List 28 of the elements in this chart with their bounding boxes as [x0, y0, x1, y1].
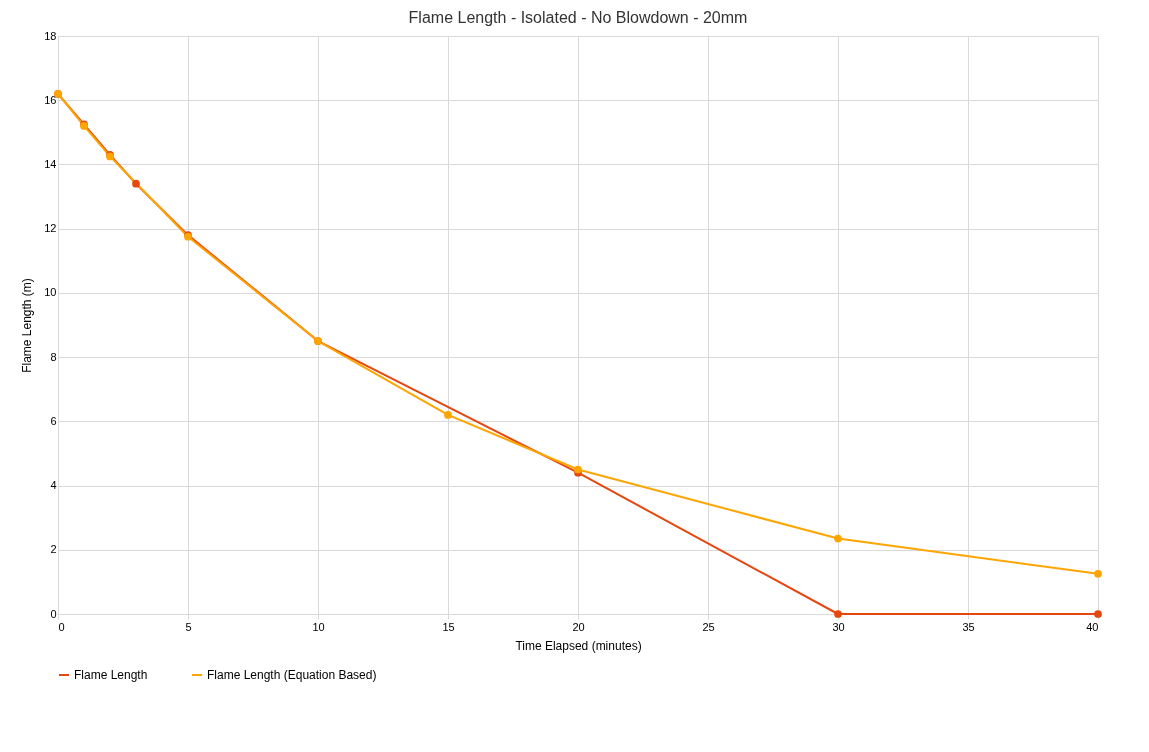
x-tick-label: 25	[702, 620, 715, 633]
y-tick-label: 0	[50, 607, 57, 620]
y-tick-label: 2	[50, 543, 57, 556]
legend-label: Flame Length	[74, 668, 148, 682]
y-tick-label: 8	[50, 350, 57, 363]
y-tick-label: 6	[50, 414, 57, 427]
y-axis-title: Flame Length (m)	[20, 278, 35, 373]
x-tick-label: 30	[832, 620, 845, 633]
point	[834, 534, 842, 543]
x-tick-label: 20	[572, 620, 585, 633]
chart-title: Flame Length - Isolated - No Blowdown - 20mm	[408, 9, 748, 26]
y-tick-label: 14	[44, 157, 57, 170]
point	[1094, 570, 1102, 578]
y-tick-label: 12	[44, 222, 57, 235]
x-tick-label: 40	[1086, 620, 1099, 633]
legend-label: Flame Length (Equation Based)	[207, 668, 377, 682]
point	[132, 179, 140, 188]
y-tick-label: 10	[44, 286, 57, 299]
x-axis-title: Time Elapsed (minutes)	[515, 638, 642, 653]
x-tick-label: 10	[312, 620, 325, 633]
x-tick-label: 35	[962, 620, 975, 633]
x-tick-label: 0	[58, 620, 65, 633]
point	[444, 411, 452, 419]
x-tick-label: 5	[185, 620, 192, 633]
y-tick-label: 18	[44, 29, 57, 42]
x-tick-label: 15	[442, 620, 455, 633]
y-tick-label: 4	[50, 479, 57, 492]
y-tick-label: 16	[44, 93, 57, 106]
